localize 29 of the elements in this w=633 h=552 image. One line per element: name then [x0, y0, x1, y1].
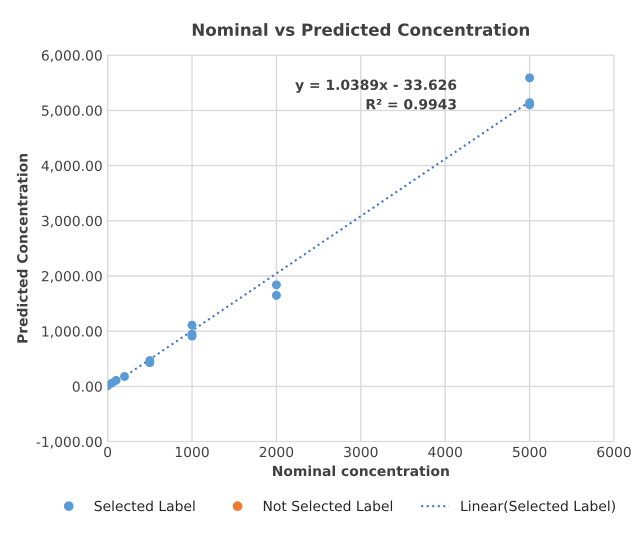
annotation: R² = 0.9943 [366, 98, 456, 110]
y-axis-title: Predicted Concentration [16, 154, 28, 343]
annotation: y = 1.0389x - 33.626 [295, 80, 456, 93]
x-tick-label: 4000 [428, 446, 462, 458]
x-axis-title: Nominal concentration [273, 465, 449, 476]
y-tick-label: -1,000.00 [36, 436, 102, 448]
x-tick-label: 3000 [344, 446, 378, 458]
point [272, 280, 281, 290]
point [120, 372, 129, 381]
x-tick-label: 1000 [176, 446, 209, 458]
legend-label: Not Selected Label [264, 500, 392, 512]
legend-label: Selected Label [94, 500, 195, 512]
point [272, 290, 281, 300]
x-tick-label: 2000 [260, 446, 294, 458]
y-tick-label: 0.00 [72, 381, 102, 392]
y-tick-label: 6,000.00 [42, 50, 102, 62]
x-tick-label: 0 [104, 446, 112, 458]
y-tick-label: 3,000.00 [42, 216, 102, 228]
y-tick-label: 2,000.00 [42, 270, 102, 283]
x-tick-label: 6000 [597, 446, 631, 458]
y-tick-label: 5,000.00 [42, 105, 102, 118]
chart-title: Nominal vs Predicted Concentration [192, 23, 529, 36]
legend-label: Linear(Selected Label) [461, 500, 615, 513]
point [188, 320, 197, 330]
y-tick-label: 1,000.00 [42, 326, 102, 338]
x-tick-label: 5000 [513, 446, 546, 458]
point [112, 376, 121, 385]
point [525, 73, 534, 82]
y-tick-label: 4,000.00 [42, 160, 102, 172]
